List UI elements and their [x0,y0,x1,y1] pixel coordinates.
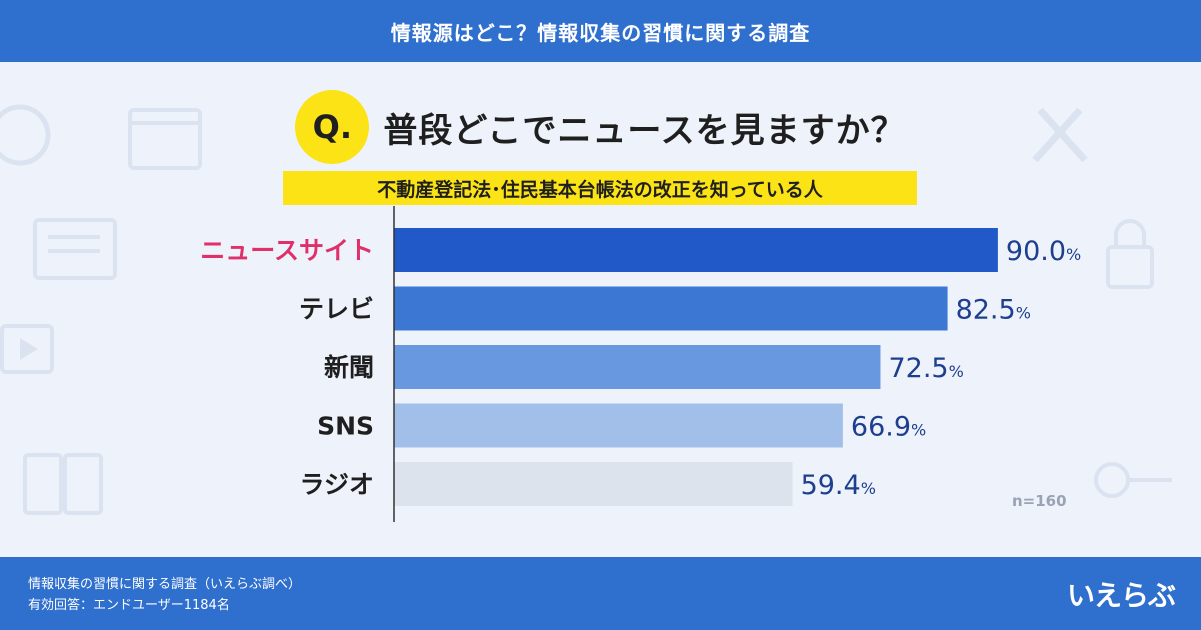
bar-5 [394,462,793,506]
lock-icon [1106,219,1154,289]
category-label-5: ラジオ [299,470,374,499]
bar-4 [394,403,843,448]
value-label-4: 66.9% [851,412,926,443]
browser-window-icon [128,108,202,170]
category-label-1: ニュースサイト [200,236,374,265]
footer-bar: 情報収集の習慣に関する調査（いえらぶ調べ） 有効回答：エンドユーザー1184名 … [0,557,1201,630]
category-label-4: SNS [317,412,374,441]
category-label-2: テレビ [299,295,374,324]
header-title: 情報源はどこ？情報収集の習慣に関する調査 [390,20,811,45]
question-text: 普段どこでニュースを見ますか？ [383,110,906,151]
bar-2 [394,286,948,331]
category-label-3: 新聞 [324,353,374,382]
value-label-1: 90.0% [1006,236,1081,267]
bar-3 [394,345,881,389]
video-player-icon [0,324,54,374]
question-heading: Q. 普段どこでニュースを見ますか？ [0,90,1201,164]
value-label-5: 59.4% [801,470,876,501]
key-icon [1094,462,1172,498]
value-label-3: 72.5% [888,353,963,384]
footer-responses: 有効回答：エンドユーザー1184名 [28,598,230,613]
value-label-2: 82.5% [956,295,1031,326]
question-marker: Q. [295,90,370,164]
brand-logo: いえらぶ [1066,579,1176,612]
bar-1 [394,228,998,272]
newspaper-icon [33,218,117,280]
chart-subtitle: 不動産登記法･住民基本台帳法の改正を知っている人 [283,171,917,205]
header-bar: 情報源はどこ？情報収集の習慣に関する調査 [0,0,1201,62]
globe-icon [0,104,51,166]
book-icon [23,453,103,515]
sample-size-note: n=160 [1012,492,1067,510]
tools-icon [1032,107,1088,163]
bar-chart: ニュースサイト 90.0% テレビ 82.5% 新聞 72.5% SNS 66.9% ラジオ 59… [200,206,1081,522]
footer-source: 情報収集の習慣に関する調査（いえらぶ調べ） [28,577,302,592]
